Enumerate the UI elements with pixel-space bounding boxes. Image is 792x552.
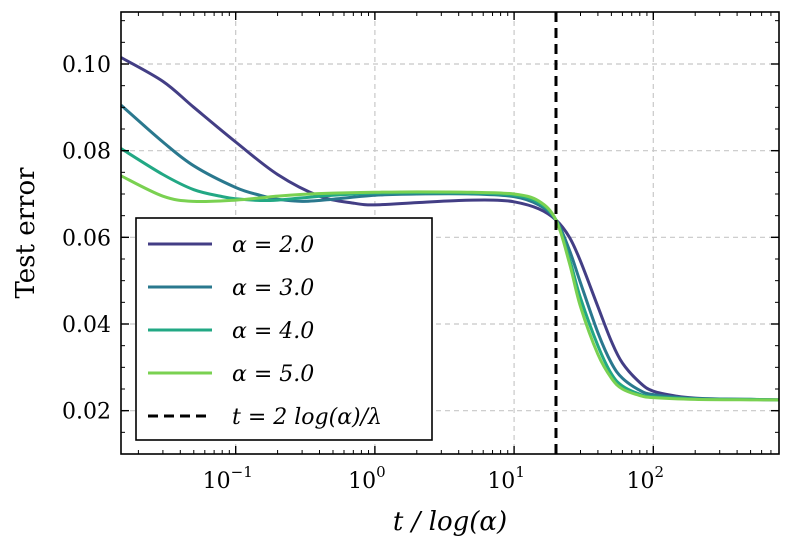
y-tick-label: 0.02: [62, 400, 111, 425]
y-tick-label: 0.08: [62, 140, 111, 165]
series-line-alpha-5: [120, 174, 780, 402]
legend-label: α = 3.0: [232, 276, 314, 301]
legend-label: α = 4.0: [232, 319, 314, 344]
x-tick-label: 10−1: [203, 463, 253, 494]
x-tick-label: 101: [487, 463, 525, 494]
legend-label: α = 2.0: [232, 233, 314, 258]
x-tick-label: 100: [348, 463, 386, 494]
y-tick-label: 0.10: [62, 53, 111, 78]
x-tick-exponent: −1: [231, 463, 253, 481]
x-axis-label: t / log(α): [393, 507, 507, 537]
y-tick-label: 0.04: [62, 313, 111, 338]
y-axis-label: Test error: [11, 167, 41, 299]
legend-label: α = 5.0: [232, 362, 314, 387]
x-tick-label: 102: [627, 463, 665, 494]
series-line-alpha-3: [120, 104, 780, 402]
legend: α = 2.0 α = 3.0 α = 4.0 α = 5.0 t = 2 log(α)…: [135, 217, 433, 441]
y-tick-label: 0.06: [62, 226, 111, 251]
plot-frame: [120, 11, 780, 455]
x-tick-exponent: 0: [376, 463, 386, 481]
x-tick-exponent: 2: [655, 463, 665, 481]
legend-label: t = 2 log(α)/λ: [232, 405, 382, 430]
x-tick-exponent: 1: [515, 463, 525, 481]
series-layer: [120, 56, 780, 402]
